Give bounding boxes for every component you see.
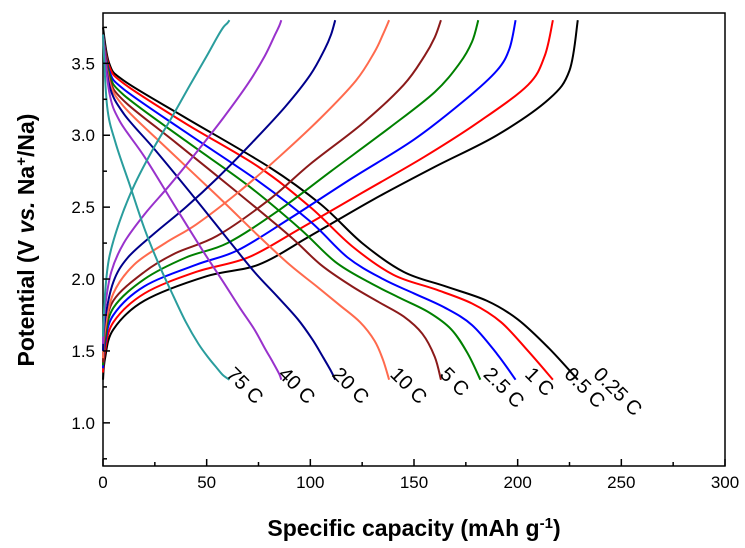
y-tick-label: 3.0 bbox=[71, 126, 95, 145]
x-tick-label: 0 bbox=[98, 473, 107, 492]
charge-curve-10-c bbox=[102, 19, 391, 359]
y-tick-label: 2.0 bbox=[71, 270, 95, 289]
x-axis-title: Specific capacity (mAh g-1) bbox=[267, 515, 560, 541]
rate-label: 5 C bbox=[435, 363, 473, 401]
discharge-curve-10-c bbox=[102, 34, 391, 381]
y-tick-label: 3.5 bbox=[71, 54, 95, 73]
axes-group: 0 50 100 150 200 250 300 1.0 1.5 2.0 2.5 3.0 3.5 bbox=[71, 26, 739, 492]
charge-curve-5-c bbox=[102, 19, 442, 363]
curves-group bbox=[102, 19, 579, 381]
charge-curve-1-c bbox=[102, 19, 517, 369]
x-tick-label: 100 bbox=[296, 473, 324, 492]
x-tick-label: 250 bbox=[607, 473, 635, 492]
rate-label: 10 C bbox=[386, 363, 431, 408]
y-tick-label: 1.0 bbox=[71, 414, 95, 433]
discharge-curve-1-c bbox=[102, 34, 517, 381]
x-tick-label: 50 bbox=[197, 473, 216, 492]
rate-label: 40 C bbox=[274, 363, 319, 408]
x-tick-label: 300 bbox=[711, 473, 739, 492]
charge-curve-40-c bbox=[102, 19, 283, 344]
x-tick-label: 150 bbox=[400, 473, 428, 492]
y-tick-label: 1.5 bbox=[71, 342, 95, 361]
discharge-curve-0-25-c bbox=[102, 27, 579, 381]
rate-label: 20 C bbox=[328, 363, 373, 408]
discharge-curve-5-c bbox=[102, 34, 442, 380]
rate-labels-group: 0.25 C0.5 C1 C2.5 C5 C10 C20 C40 C75 C bbox=[222, 363, 646, 420]
charge-curve-20-c bbox=[102, 19, 337, 352]
discharge-curve-2-5-c bbox=[102, 34, 482, 381]
rate-label: 75 C bbox=[222, 363, 267, 408]
discharge-curve-75-c bbox=[102, 34, 231, 381]
charge-curve-2-5-c bbox=[102, 19, 480, 366]
x-tick-label: 200 bbox=[503, 473, 531, 492]
discharge-curve-0-5-c bbox=[102, 34, 554, 381]
charge-curve-75-c bbox=[102, 19, 231, 337]
discharge-curve-40-c bbox=[102, 34, 283, 381]
rate-label: 2.5 C bbox=[479, 363, 528, 412]
charge-curve-0-5-c bbox=[102, 19, 554, 373]
discharge-curve-20-c bbox=[102, 34, 337, 381]
charge-curve-0-25-c bbox=[102, 20, 579, 380]
y-tick-label: 2.5 bbox=[71, 198, 95, 217]
y-axis-title: Potential (V vs. Na+/Na) bbox=[13, 114, 39, 367]
